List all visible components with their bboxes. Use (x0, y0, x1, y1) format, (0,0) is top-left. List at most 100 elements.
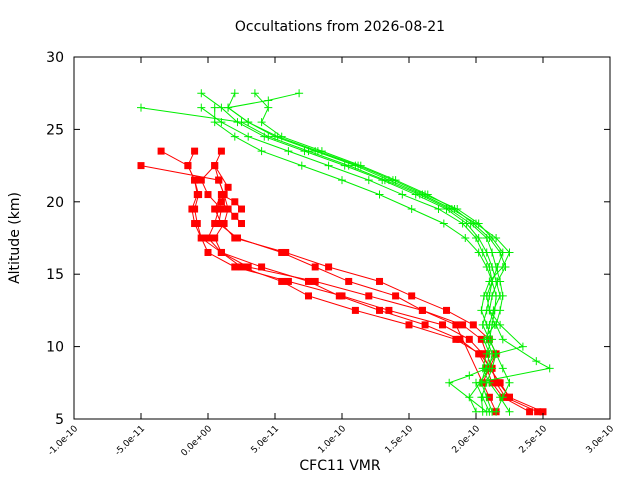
data-point (351, 306, 359, 314)
data-point (469, 321, 477, 329)
data-point (465, 371, 474, 380)
data-point (462, 219, 471, 228)
y-tick-label: 20 (46, 195, 64, 211)
profile-line (200, 164, 497, 413)
data-point (204, 248, 212, 256)
data-point (452, 335, 460, 343)
data-point (398, 190, 407, 199)
data-point (282, 248, 290, 256)
data-point (191, 176, 199, 184)
data-point (482, 393, 491, 402)
data-point (338, 176, 346, 185)
data-point (284, 277, 292, 285)
x-tick-label: 2.0e-10 (451, 424, 483, 456)
data-point (197, 176, 205, 184)
data-point (258, 263, 266, 271)
data-point (453, 205, 462, 214)
profile-line (214, 193, 497, 384)
x-tick-label: 2.5e-10 (518, 424, 550, 456)
y-axis-label: Altitude (km) (7, 192, 23, 284)
data-point (482, 407, 491, 416)
data-point (300, 147, 309, 156)
data-point (217, 205, 225, 213)
data-point (405, 321, 413, 329)
data-point (324, 161, 333, 170)
data-point (191, 220, 199, 228)
y-tick-label: 5 (55, 412, 64, 428)
profile-line (201, 92, 501, 413)
data-point (250, 89, 259, 98)
profile-line (140, 107, 552, 413)
data-point (273, 132, 282, 141)
data-point (439, 321, 446, 329)
x-tick-label: -1.0e-10 (46, 424, 80, 458)
data-point (278, 277, 286, 285)
data-point (297, 161, 306, 170)
data-point (375, 190, 384, 199)
data-point (204, 191, 212, 199)
data-point (534, 408, 542, 416)
data-point (505, 407, 514, 416)
data-point (325, 263, 333, 271)
data-point (364, 176, 373, 185)
data-point (157, 147, 165, 155)
data-point (506, 393, 513, 401)
plot-area (137, 89, 554, 416)
x-tick-label: 0.0e+00 (180, 424, 215, 459)
x-tick-label: 1.5e-10 (384, 424, 416, 456)
profile-line (214, 107, 511, 413)
data-point (476, 350, 484, 358)
data-point (211, 205, 219, 213)
data-point (495, 379, 503, 387)
data-point (376, 277, 384, 285)
data-point (465, 393, 474, 402)
y-axis: 5 10 15 20 25 30 (46, 50, 610, 428)
data-point (474, 248, 483, 257)
x-tick-label: 5.0e-11 (250, 424, 282, 456)
data-point (257, 147, 266, 156)
x-axis-label: CFC11 VMR (299, 458, 381, 474)
x-tick-label: 1.0e-10 (317, 424, 349, 456)
data-point (231, 212, 239, 220)
data-point (264, 96, 273, 105)
data-point (354, 161, 363, 170)
data-point (365, 292, 373, 300)
y-tick-label: 10 (46, 340, 64, 356)
data-point (498, 364, 507, 373)
data-point (217, 103, 226, 112)
data-point (477, 306, 486, 315)
data-point (211, 234, 219, 242)
data-point (191, 147, 199, 155)
data-point (295, 89, 304, 98)
data-point (443, 306, 451, 314)
data-point (230, 132, 239, 141)
data-point (224, 183, 232, 191)
data-point (238, 263, 245, 271)
data-point (230, 89, 239, 98)
data-point (233, 118, 242, 127)
data-point (490, 320, 499, 329)
series-green-plus (137, 89, 554, 416)
data-point (231, 263, 239, 271)
data-point (376, 306, 384, 314)
data-point (488, 277, 497, 286)
data-point (434, 205, 443, 214)
data-point (496, 291, 505, 300)
data-point (411, 190, 420, 199)
data-point (238, 220, 245, 228)
data-point (211, 162, 219, 170)
data-point (532, 357, 541, 366)
data-point (217, 198, 225, 206)
data-point (492, 349, 501, 358)
data-point (461, 234, 470, 242)
data-point (388, 176, 397, 185)
x-axis: -1.0e-10 -5.0e-11 0.0e+00 5.0e-11 1.0e-10 1.5… (46, 57, 616, 459)
data-point (244, 263, 252, 271)
data-point (340, 161, 349, 170)
data-point (474, 234, 483, 242)
data-point (233, 234, 241, 242)
data-point (184, 162, 192, 170)
x-tick-label: 3.0e-10 (585, 424, 617, 456)
data-point (496, 393, 505, 402)
x-tick-label: -5.0e-11 (113, 424, 147, 458)
